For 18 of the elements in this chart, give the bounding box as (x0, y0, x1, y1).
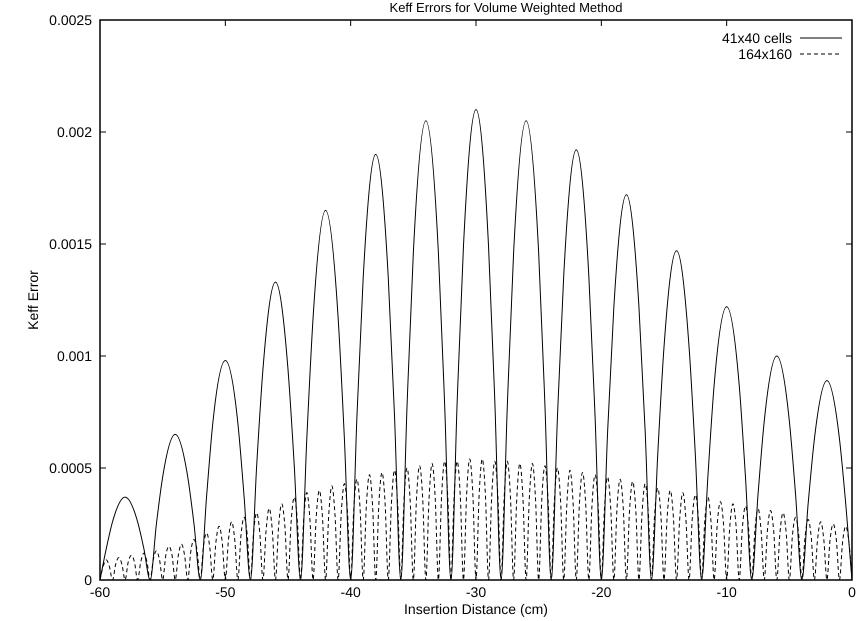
y-tick-label: 0.002 (56, 124, 92, 140)
legend-label: 41x40 cells (722, 30, 792, 46)
x-tick-label: -30 (466, 584, 486, 600)
x-tick-label: 0 (848, 584, 856, 600)
x-tick-label: -60 (90, 584, 110, 600)
x-tick-label: -10 (716, 584, 737, 600)
y-tick-label: 0.0015 (49, 236, 92, 252)
x-tick-label: -40 (340, 584, 361, 600)
x-tick-label: -50 (215, 584, 236, 600)
y-axis-title: Keff Error (25, 270, 41, 330)
y-tick-label: 0.0005 (49, 460, 92, 476)
chart-title: Keff Errors for Volume Weighted Method (390, 0, 622, 15)
x-tick-label: -20 (591, 584, 612, 600)
y-tick-label: 0.0025 (49, 12, 92, 28)
legend-label: 164x160 (738, 46, 792, 62)
y-tick-label: 0.001 (56, 348, 92, 364)
y-tick-label: 0 (84, 572, 92, 588)
x-axis-title: Insertion Distance (cm) (404, 601, 548, 617)
